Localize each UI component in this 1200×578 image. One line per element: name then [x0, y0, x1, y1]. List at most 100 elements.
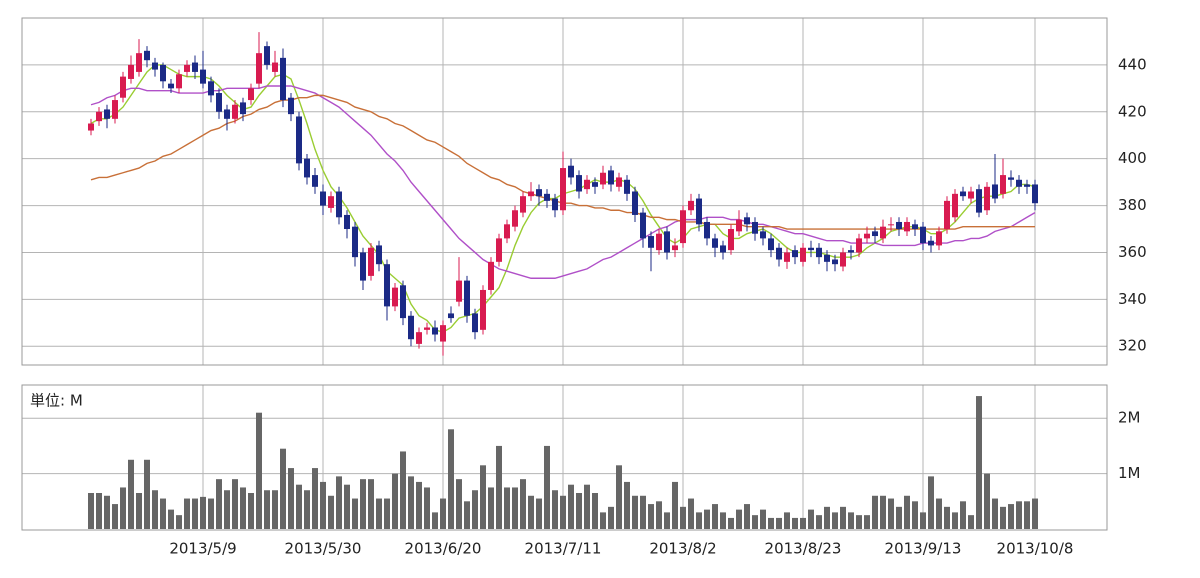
volume-bar: [696, 512, 702, 529]
volume-bar: [256, 412, 262, 529]
candle-body: [416, 332, 422, 344]
volume-bar: [120, 487, 126, 529]
candle-body: [400, 285, 406, 319]
volume-bar: [632, 495, 638, 529]
candle-body: [248, 88, 254, 101]
volume-bar: [712, 504, 718, 529]
x-tick-label: 2013/9/13: [885, 540, 962, 558]
candle-body: [912, 224, 918, 230]
volume-bar: [968, 515, 974, 529]
volume-bar: [128, 459, 134, 529]
candle-body: [144, 50, 150, 61]
volume-bar: [832, 512, 838, 529]
volume-bar: [312, 468, 318, 529]
volume-bar: [288, 468, 294, 529]
candle-body: [168, 83, 174, 89]
volume-frame: [21, 384, 1108, 531]
volume-bar: [1024, 501, 1030, 529]
volume-bar: [560, 495, 566, 529]
candle-body: [424, 327, 430, 330]
candle-body: [96, 111, 102, 122]
candle-body: [864, 233, 870, 239]
volume-bar: [264, 490, 270, 529]
candle-body: [224, 109, 230, 119]
volume-bar: [896, 506, 902, 529]
volume-bar: [408, 476, 414, 529]
volume-bar: [248, 493, 254, 529]
candle-body: [328, 196, 334, 208]
candle-body: [384, 264, 390, 307]
candle-body: [512, 210, 518, 227]
candle-body: [264, 46, 270, 65]
volume-bar: [872, 495, 878, 529]
volume-bar: [736, 509, 742, 529]
volume-bar: [416, 481, 422, 529]
volume-bar: [664, 512, 670, 529]
candle-body: [128, 64, 134, 79]
volume-bar: [496, 445, 502, 529]
y-tick-label: 440: [1118, 55, 1147, 73]
volume-bar: [808, 509, 814, 529]
candle-body: [984, 186, 990, 211]
candle-body: [352, 226, 358, 258]
volume-bar: [392, 473, 398, 529]
x-tick-label: 2013/8/23: [765, 540, 842, 558]
candle-body: [432, 327, 438, 335]
volume-layer: [88, 396, 1038, 529]
candle-body: [312, 175, 318, 187]
volume-bar: [192, 498, 198, 529]
candle-body: [880, 226, 886, 239]
candle-body: [240, 102, 246, 115]
volume-bar: [704, 509, 710, 529]
volume-bar: [168, 509, 174, 529]
volume-bar: [976, 396, 982, 529]
candle-body: [272, 62, 278, 72]
volume-bar: [952, 512, 958, 529]
y-tick-label: 360: [1118, 243, 1147, 261]
volume-bar: [328, 495, 334, 529]
candle-body: [728, 229, 734, 251]
volume-bar: [992, 498, 998, 529]
candle-body: [120, 76, 126, 98]
candle-body: [944, 200, 950, 230]
volume-bar: [616, 465, 622, 529]
candle-body: [872, 231, 878, 237]
volume-bar: [888, 498, 894, 529]
candle-body: [480, 289, 486, 330]
candle-body: [632, 191, 638, 215]
volume-bar: [1008, 504, 1014, 529]
candle-body: [688, 200, 694, 211]
candle-body: [752, 221, 758, 234]
volume-bar: [920, 512, 926, 529]
volume-bar: [96, 493, 102, 529]
candle-body: [216, 93, 222, 112]
candle-body: [656, 233, 662, 251]
candle-body: [1024, 184, 1030, 187]
volume-bar: [240, 487, 246, 529]
candle-body: [472, 313, 478, 333]
volume-unit-label: 単位: M: [30, 392, 83, 410]
candle-body: [704, 221, 710, 239]
candle-body: [776, 247, 782, 260]
volume-bar: [232, 479, 238, 529]
grid-layer: [22, 18, 1107, 529]
volume-bar: [784, 512, 790, 529]
volume-bar: [816, 515, 822, 529]
volume-bar: [344, 484, 350, 529]
volume-bar: [88, 493, 94, 529]
volume-bar: [432, 512, 438, 529]
volume-bar: [864, 515, 870, 529]
candle-body: [720, 245, 726, 253]
candle-body: [544, 193, 550, 201]
y-tick-label: 400: [1118, 149, 1147, 167]
candle-body: [456, 280, 462, 302]
candle-body: [576, 175, 582, 192]
candle-body: [568, 165, 574, 178]
y-tick-label: 340: [1118, 290, 1147, 308]
candle-body: [1000, 175, 1006, 194]
volume-bar: [552, 490, 558, 529]
x-tick-label: 2013/5/9: [169, 540, 236, 558]
volume-bar: [144, 459, 150, 529]
